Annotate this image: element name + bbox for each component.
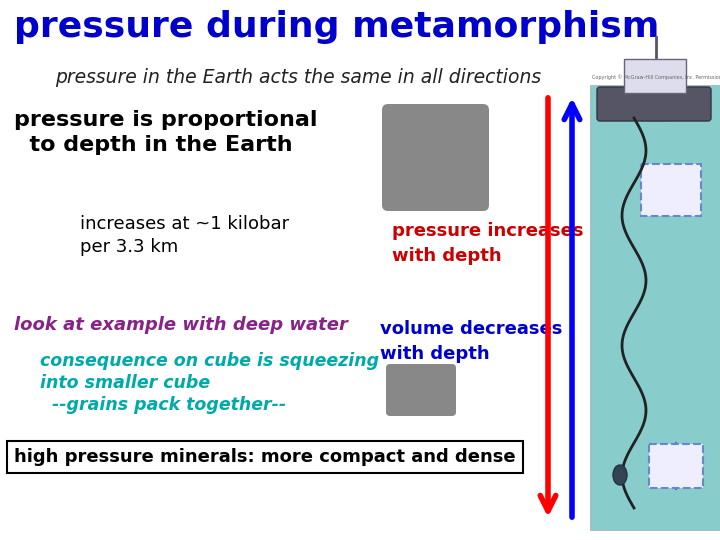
Text: high pressure minerals: more compact and dense: high pressure minerals: more compact and… (14, 448, 516, 466)
Ellipse shape (613, 465, 627, 485)
Bar (590, 85, 720, 530)
FancyBboxPatch shape (382, 104, 489, 211)
Text: pressure during metamorphism: pressure during metamorphism (14, 10, 660, 44)
Text: increases at ~1 kilobar: increases at ~1 kilobar (80, 215, 289, 233)
Text: look at example with deep water: look at example with deep water (14, 316, 348, 334)
Text: into smaller cube: into smaller cube (40, 374, 210, 392)
FancyBboxPatch shape (649, 444, 703, 488)
Ellipse shape (610, 104, 701, 122)
FancyBboxPatch shape (624, 59, 686, 93)
Text: per 3.3 km: per 3.3 km (80, 238, 179, 256)
FancyBboxPatch shape (641, 164, 701, 216)
Text: to depth in the Earth: to depth in the Earth (14, 135, 292, 155)
Text: pressure is proportional: pressure is proportional (14, 110, 318, 130)
Text: Copyright © McGraw-Hill Companies, Inc. Permission required for reproduction or : Copyright © McGraw-Hill Companies, Inc. … (592, 75, 720, 80)
Text: --grains pack together--: --grains pack together-- (40, 396, 286, 414)
Text: volume decreases
with depth: volume decreases with depth (380, 320, 562, 363)
FancyBboxPatch shape (386, 364, 456, 416)
Text: pressure in the Earth acts the same in all directions: pressure in the Earth acts the same in a… (55, 68, 541, 87)
Text: pressure increases
with depth: pressure increases with depth (392, 222, 583, 265)
FancyBboxPatch shape (597, 87, 711, 121)
Text: consequence on cube is squeezing: consequence on cube is squeezing (40, 352, 379, 370)
